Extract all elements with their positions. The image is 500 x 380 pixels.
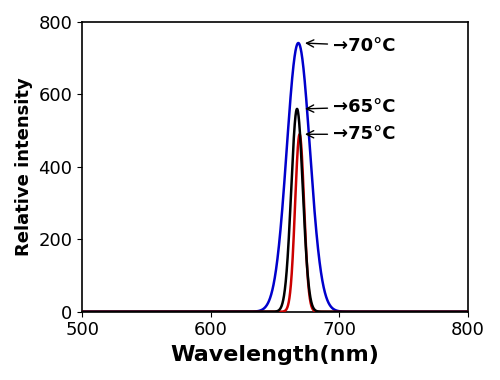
Text: →70°C: →70°C: [306, 36, 396, 55]
Text: →75°C: →75°C: [306, 125, 396, 143]
Y-axis label: Relative intensity: Relative intensity: [15, 78, 33, 256]
X-axis label: Wavelength(nm): Wavelength(nm): [170, 345, 380, 365]
Text: →65°C: →65°C: [306, 98, 396, 116]
